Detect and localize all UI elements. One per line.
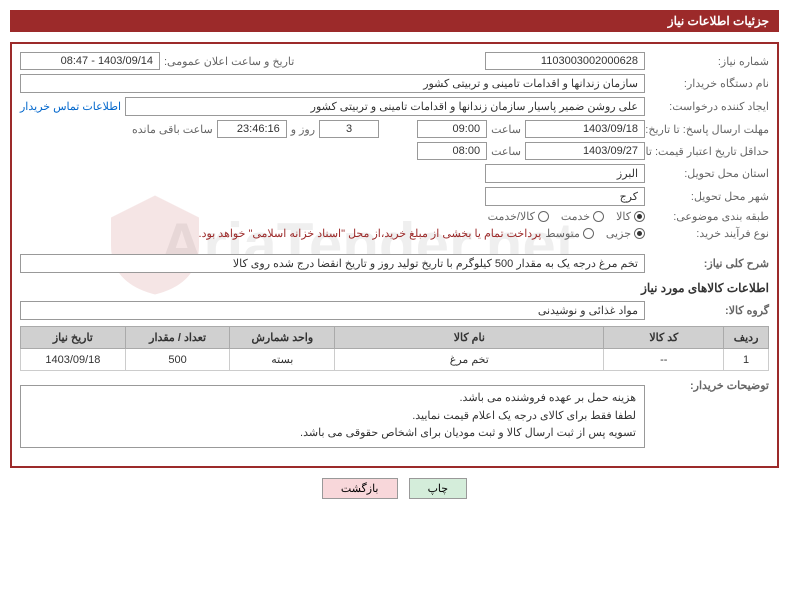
buyer-note-line3: تسویه پس از ثبت ارسال کالا و ثبت مودیان … (29, 425, 636, 443)
radio-partial[interactable] (634, 228, 645, 239)
price-validity-label: حداقل تاریخ اعتبار قیمت: تا تاریخ: (649, 145, 769, 158)
remaining-suffix: ساعت باقی مانده (132, 123, 213, 136)
buyer-org-value: سازمان زندانها و اقدامات تامینی و تربیتی… (20, 74, 645, 93)
radio-both-label: کالا/خدمت (488, 210, 535, 223)
th-name: نام کالا (335, 327, 604, 349)
radio-both[interactable] (538, 211, 549, 222)
items-table: ردیف کد کالا نام کالا واحد شمارش تعداد /… (20, 326, 769, 371)
cell-row: 1 (724, 349, 769, 371)
time-remaining: 23:46:16 (217, 120, 287, 138)
cell-unit: بسته (230, 349, 335, 371)
buyer-contact-link[interactable]: اطلاعات تماس خریدار (20, 100, 121, 113)
cell-name: تخم مرغ (335, 349, 604, 371)
hour-label-1: ساعت (491, 123, 521, 136)
announce-label: تاریخ و ساعت اعلان عمومی: (164, 55, 294, 68)
table-row: 1 -- تخم مرغ بسته 500 1403/09/18 (21, 349, 769, 371)
requester-value: علی روشن ضمیر پاسیار سازمان زندانها و اق… (125, 97, 645, 116)
days-remaining: 3 (319, 120, 379, 138)
items-section-title: اطلاعات کالاهای مورد نیاز (20, 281, 769, 295)
buyer-note-line2: لطفا فقط برای کالای درجه یک اعلام قیمت ن… (29, 408, 636, 426)
cell-date: 1403/09/18 (21, 349, 126, 371)
radio-goods[interactable] (634, 211, 645, 222)
radio-medium-label: متوسط (545, 227, 580, 240)
purchase-note: پرداخت تمام یا بخشی از مبلغ خرید،از محل … (199, 227, 542, 240)
category-radio-group: کالا خدمت کالا/خدمت (488, 210, 645, 223)
page-header: جزئیات اطلاعات نیاز (10, 10, 779, 32)
th-unit: واحد شمارش (230, 327, 335, 349)
buyer-notes-label: توضیحات خریدار: (649, 379, 769, 392)
need-number-value: 1103003002000628 (485, 52, 645, 70)
th-date: تاریخ نیاز (21, 327, 126, 349)
radio-partial-label: جزیی (606, 227, 631, 240)
group-label: گروه کالا: (649, 304, 769, 317)
delivery-province-value: البرز (485, 164, 645, 183)
details-panel: شماره نیاز: 1103003002000628 تاریخ و ساع… (10, 42, 779, 468)
print-button[interactable]: چاپ (409, 478, 468, 499)
back-button[interactable]: بازگشت (322, 478, 398, 499)
purchase-type-label: نوع فرآیند خرید: (649, 227, 769, 240)
th-qty: تعداد / مقدار (125, 327, 230, 349)
requester-label: ایجاد کننده درخواست: (649, 100, 769, 113)
price-validity-hour: 08:00 (417, 142, 487, 160)
general-desc-value: تخم مرغ درجه یک به مقدار 500 کیلوگرم با … (20, 254, 645, 273)
cell-qty: 500 (125, 349, 230, 371)
buyer-org-label: نام دستگاه خریدار: (649, 77, 769, 90)
th-code: کد کالا (604, 327, 724, 349)
reply-deadline-label: مهلت ارسال پاسخ: تا تاریخ: (649, 123, 769, 136)
reply-deadline-date: 1403/09/18 (525, 120, 645, 138)
general-desc-label: شرح کلی نیاز: (649, 257, 769, 270)
hour-label-2: ساعت (491, 145, 521, 158)
delivery-city-value: کرج (485, 187, 645, 206)
radio-medium[interactable] (583, 228, 594, 239)
radio-goods-label: کالا (616, 210, 631, 223)
days-and-label: روز و (291, 123, 315, 136)
need-number-label: شماره نیاز: (649, 55, 769, 68)
delivery-province-label: استان محل تحویل: (649, 167, 769, 180)
group-value: مواد غذائی و نوشیدنی (20, 301, 645, 320)
button-row: چاپ بازگشت (0, 474, 789, 503)
reply-deadline-hour: 09:00 (417, 120, 487, 138)
price-validity-date: 1403/09/27 (525, 142, 645, 160)
buyer-notes-box: هزینه حمل بر عهده فروشنده می باشد. لطفا … (20, 385, 645, 448)
radio-service-label: خدمت (561, 210, 590, 223)
radio-service[interactable] (593, 211, 604, 222)
cell-code: -- (604, 349, 724, 371)
th-row: ردیف (724, 327, 769, 349)
announce-value: 1403/09/14 - 08:47 (20, 52, 160, 70)
delivery-city-label: شهر محل تحویل: (649, 190, 769, 203)
category-label: طبقه بندی موضوعی: (649, 210, 769, 223)
purchase-radio-group: جزیی متوسط (545, 227, 645, 240)
buyer-note-line1: هزینه حمل بر عهده فروشنده می باشد. (29, 390, 636, 408)
page-title: جزئیات اطلاعات نیاز (668, 14, 769, 28)
